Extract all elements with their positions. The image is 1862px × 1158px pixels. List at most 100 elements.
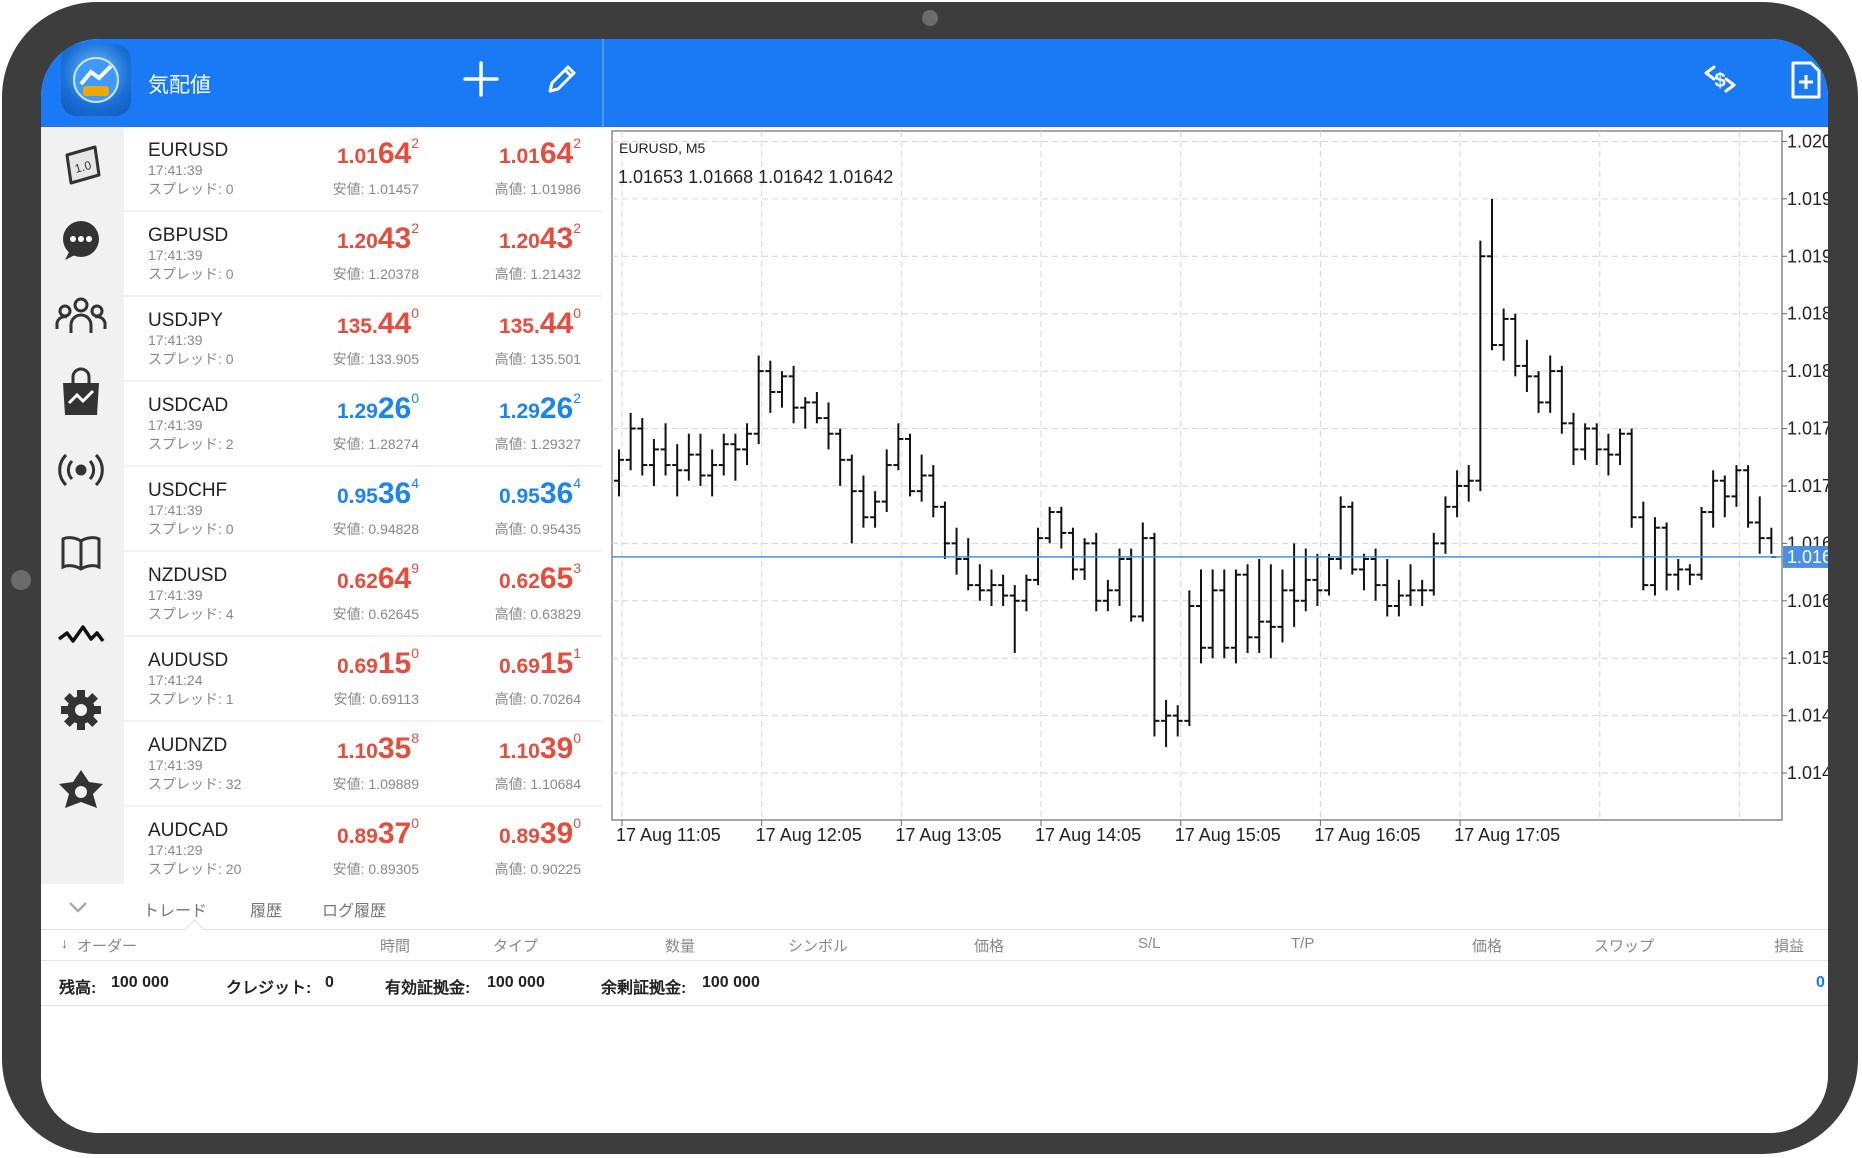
- ask-price[interactable]: 0.89390: [421, 815, 581, 851]
- header-profit[interactable]: 損益: [1774, 938, 1805, 955]
- pencil-icon[interactable]: [540, 57, 584, 101]
- bid-price[interactable]: 1.20432: [259, 220, 419, 256]
- ohlc-bar: [753, 355, 764, 445]
- topbar-divider: [602, 39, 604, 127]
- app-screen: 気配値 $: [41, 39, 1828, 1133]
- ask-price[interactable]: 135.440: [421, 305, 581, 341]
- header-type[interactable]: タイプ: [493, 938, 539, 955]
- bid-price[interactable]: 1.10358: [259, 730, 419, 766]
- bid-price[interactable]: 1.01642: [259, 135, 419, 171]
- bid-price-point: 0: [411, 645, 419, 661]
- ohlc-bar: [1149, 532, 1160, 737]
- quote-spread: スプレッド: 2: [148, 436, 234, 452]
- header-order[interactable]: オーダー: [77, 938, 138, 955]
- header-price[interactable]: 価格: [974, 938, 1005, 955]
- bid-price[interactable]: 0.69150: [259, 645, 419, 681]
- traders-community-icon[interactable]: [53, 287, 109, 343]
- ohlc-bar: [742, 423, 753, 466]
- ask-price[interactable]: 1.20432: [421, 220, 581, 256]
- settings-icon[interactable]: [53, 682, 109, 738]
- ohlc-bar: [1056, 506, 1067, 549]
- bid-price-pips: 37: [377, 817, 412, 850]
- header-current-price[interactable]: 価格: [1472, 938, 1503, 955]
- quote-row-usdjpy[interactable]: USDJPY 17:41:39 スプレッド: 0 135.440 135.440 安値: …: [124, 297, 603, 380]
- bid-price-point: 9: [411, 560, 419, 576]
- metatrader-logo[interactable]: [61, 44, 131, 116]
- ohlc-bar: [1091, 532, 1102, 612]
- ask-price[interactable]: 0.62653: [421, 560, 581, 596]
- bid-price[interactable]: 0.89370: [259, 815, 419, 851]
- ask-price[interactable]: 1.10390: [421, 730, 581, 766]
- new-document-icon[interactable]: [1783, 57, 1827, 101]
- tab-trade[interactable]: トレード: [143, 903, 208, 920]
- quote-row-eurusd[interactable]: EURUSD 17:41:39 スプレッド: 0 1.01642 1.01642 安値: …: [124, 127, 603, 210]
- ask-price-point: 2: [573, 390, 581, 406]
- chart-canvas[interactable]: 1.02040 1.01985 1.01930 1.01875 1.01820 1.017…: [604, 127, 1828, 884]
- ohlc-bar: [939, 501, 950, 560]
- quote-row-audnzd[interactable]: AUDNZD 17:41:39 スプレッド: 32 1.10358 1.10390 安値:…: [124, 722, 603, 805]
- quote-row-nzdusd[interactable]: NZDUSD 17:41:39 スプレッド: 4 0.62649 0.62653 安値: …: [124, 552, 603, 635]
- ask-price[interactable]: 0.95364: [421, 475, 581, 511]
- plus-icon[interactable]: [459, 57, 503, 101]
- quote-spread: スプレッド: 0: [148, 181, 234, 197]
- bid-price-pips: 43: [377, 222, 412, 255]
- bid-price[interactable]: 0.95364: [259, 475, 419, 511]
- quote-spread: スプレッド: 0: [148, 351, 234, 367]
- header-swap[interactable]: スワップ: [1594, 938, 1655, 955]
- quote-row-gbpusd[interactable]: GBPUSD 17:41:39 スプレッド: 0 1.20432 1.20432 安値: …: [124, 212, 603, 295]
- ask-price[interactable]: 1.01642: [421, 135, 581, 171]
- ask-price-point: 0: [573, 815, 581, 831]
- quote-row-audusd[interactable]: AUDUSD 17:41:24 スプレッド: 1 0.69150 0.69151 安値: …: [124, 637, 603, 720]
- bid-price-point: 0: [411, 390, 419, 406]
- header-symbol[interactable]: シンボル: [788, 938, 849, 955]
- y-tick-label: 1.01545: [1787, 648, 1828, 668]
- header-sl[interactable]: S/L: [1138, 935, 1161, 952]
- bid-price[interactable]: 135.440: [259, 305, 419, 341]
- y-tick-label: 1.01435: [1787, 763, 1828, 783]
- ask-price[interactable]: 1.29262: [421, 390, 581, 426]
- signals-icon[interactable]: [53, 442, 109, 498]
- ohlc-bar: [765, 360, 776, 413]
- ohlc-bar: [1254, 559, 1265, 653]
- sort-down-icon[interactable]: ↓: [61, 935, 68, 951]
- header-tp[interactable]: T/P: [1291, 935, 1315, 952]
- bid-price-prefix: 0.89: [336, 825, 378, 848]
- ohlc-bar: [893, 423, 904, 471]
- bid-price-pips: 64: [377, 137, 412, 170]
- quote-time: 17:41:39: [148, 162, 203, 178]
- high-price: 高値: 0.95435: [494, 521, 581, 537]
- ohlc-bar: [963, 538, 974, 591]
- tab-history[interactable]: 履歴: [250, 903, 283, 920]
- quote-row-usdchf[interactable]: USDCHF 17:41:39 スプレッド: 0 0.95364 0.95364 安値: …: [124, 467, 603, 550]
- quote-time: 17:41:39: [148, 502, 203, 518]
- quote-row-usdcad[interactable]: USDCAD 17:41:39 スプレッド: 2 1.29260 1.29262 安値: …: [124, 382, 603, 465]
- ohlc-bar: [823, 402, 834, 450]
- ohlc-bar: [683, 433, 694, 481]
- quotes-icon[interactable]: 1.0: [53, 137, 109, 193]
- ohlc-bar: [1161, 699, 1172, 747]
- low-price: 安値: 0.89305: [332, 861, 419, 877]
- chat-icon[interactable]: [53, 212, 109, 268]
- currency-switch-icon[interactable]: $: [1698, 57, 1742, 101]
- tradays-icon[interactable]: [53, 762, 109, 818]
- chevron-down-icon[interactable]: [64, 893, 92, 921]
- chart-icon[interactable]: [53, 605, 109, 661]
- header-volume[interactable]: 数量: [665, 938, 696, 955]
- quote-symbol: AUDNZD: [148, 735, 228, 756]
- quote-row-audcad[interactable]: AUDCAD 17:41:29 スプレッド: 20 0.89370 0.89390 安値:…: [124, 807, 603, 890]
- bid-price[interactable]: 0.62649: [259, 560, 419, 596]
- ohlc-bar: [1347, 501, 1358, 575]
- ohlc-bar: [695, 433, 706, 486]
- terminal-panel: トレード 履歴 ログ履歴 ↓ オーダー 時間 タイプ 数量 シンボル 価格 S/…: [41, 885, 1828, 1133]
- ask-price-pips: 36: [539, 477, 574, 510]
- price-chart[interactable]: 1.02040 1.01985 1.01930 1.01875 1.01820 1.017…: [604, 127, 1828, 884]
- bid-price-pips: 26: [377, 392, 412, 425]
- bid-price[interactable]: 1.29260: [259, 390, 419, 426]
- tab-log-history[interactable]: ログ履歴: [322, 903, 387, 920]
- quote-symbol: USDJPY: [148, 310, 223, 331]
- market-icon[interactable]: [53, 365, 109, 421]
- journal-icon[interactable]: [53, 525, 109, 581]
- low-price: 安値: 0.69113: [333, 691, 419, 707]
- header-time[interactable]: 時間: [380, 938, 411, 955]
- ask-price[interactable]: 0.69151: [421, 645, 581, 681]
